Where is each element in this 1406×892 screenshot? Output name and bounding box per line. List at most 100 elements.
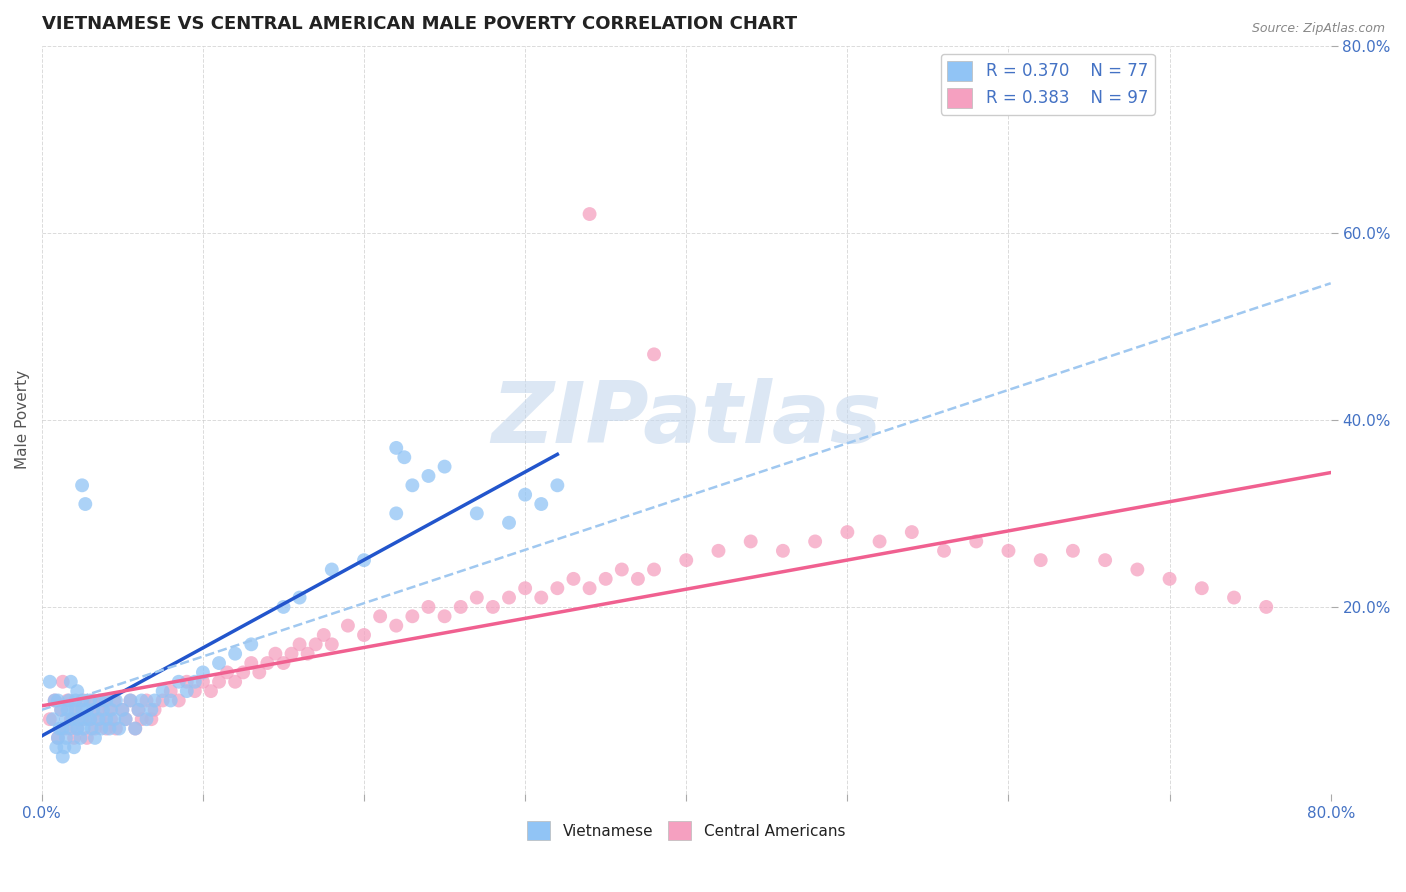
Point [127,703,149,717]
Point [73,693,96,707]
Point [368,609,391,624]
Text: Source: ZipAtlas.com: Source: ZipAtlas.com [1251,22,1385,36]
Point [159,684,181,698]
Point [208,656,231,670]
Point [44,693,66,707]
Point [46,731,69,745]
Point [91,703,114,717]
Point [1094,553,1116,567]
Point [595,572,617,586]
Point [53,740,76,755]
Point [127,703,149,717]
Point [240,656,263,670]
Point [997,543,1019,558]
Point [55,712,77,726]
Point [191,674,214,689]
Point [82,703,104,717]
Point [75,712,97,726]
Point [84,722,107,736]
Point [76,703,98,717]
Point [143,693,166,707]
Point [120,693,142,707]
Point [55,731,77,745]
Point [297,647,319,661]
Point [465,507,488,521]
Point [312,628,335,642]
Point [1029,553,1052,567]
Point [401,478,423,492]
Point [167,693,190,707]
Point [52,749,75,764]
Point [353,553,375,567]
Point [176,684,198,698]
Point [70,712,93,726]
Point [62,712,84,726]
Point [141,712,163,726]
Point [55,722,77,736]
Point [232,665,254,680]
Point [66,722,89,736]
Point [465,591,488,605]
Point [450,599,472,614]
Point [433,459,456,474]
Point [159,693,181,707]
Point [321,562,343,576]
Point [111,703,134,717]
Point [65,693,87,707]
Point [1062,543,1084,558]
Point [89,712,111,726]
Point [124,722,146,736]
Text: ZIPatlas: ZIPatlas [491,378,882,461]
Point [73,722,96,736]
Point [111,703,134,717]
Point [38,712,60,726]
Point [273,656,295,670]
Point [513,581,536,595]
Point [49,703,72,717]
Point [70,693,93,707]
Point [152,693,174,707]
Point [1191,581,1213,595]
Point [288,637,311,651]
Point [546,478,568,492]
Point [76,731,98,745]
Point [224,647,246,661]
Point [643,562,665,576]
Point [418,599,440,614]
Point [98,722,121,736]
Point [58,693,80,707]
Point [124,722,146,736]
Point [96,722,118,736]
Point [627,572,650,586]
Point [141,703,163,717]
Point [67,712,90,726]
Point [167,674,190,689]
Point [578,581,600,595]
Point [578,207,600,221]
Point [96,693,118,707]
Point [385,618,408,632]
Point [264,647,287,661]
Point [224,674,246,689]
Point [240,637,263,651]
Point [100,712,122,726]
Point [837,525,859,540]
Point [482,599,505,614]
Point [70,703,93,717]
Point [305,637,328,651]
Point [91,693,114,707]
Point [932,543,955,558]
Point [321,637,343,651]
Point [1256,599,1278,614]
Point [247,665,270,680]
Point [152,684,174,698]
Point [45,740,67,755]
Point [1223,591,1246,605]
Point [143,703,166,717]
Point [546,581,568,595]
Point [75,497,97,511]
Point [135,712,157,726]
Point [385,507,408,521]
Point [63,731,86,745]
Point [46,731,69,745]
